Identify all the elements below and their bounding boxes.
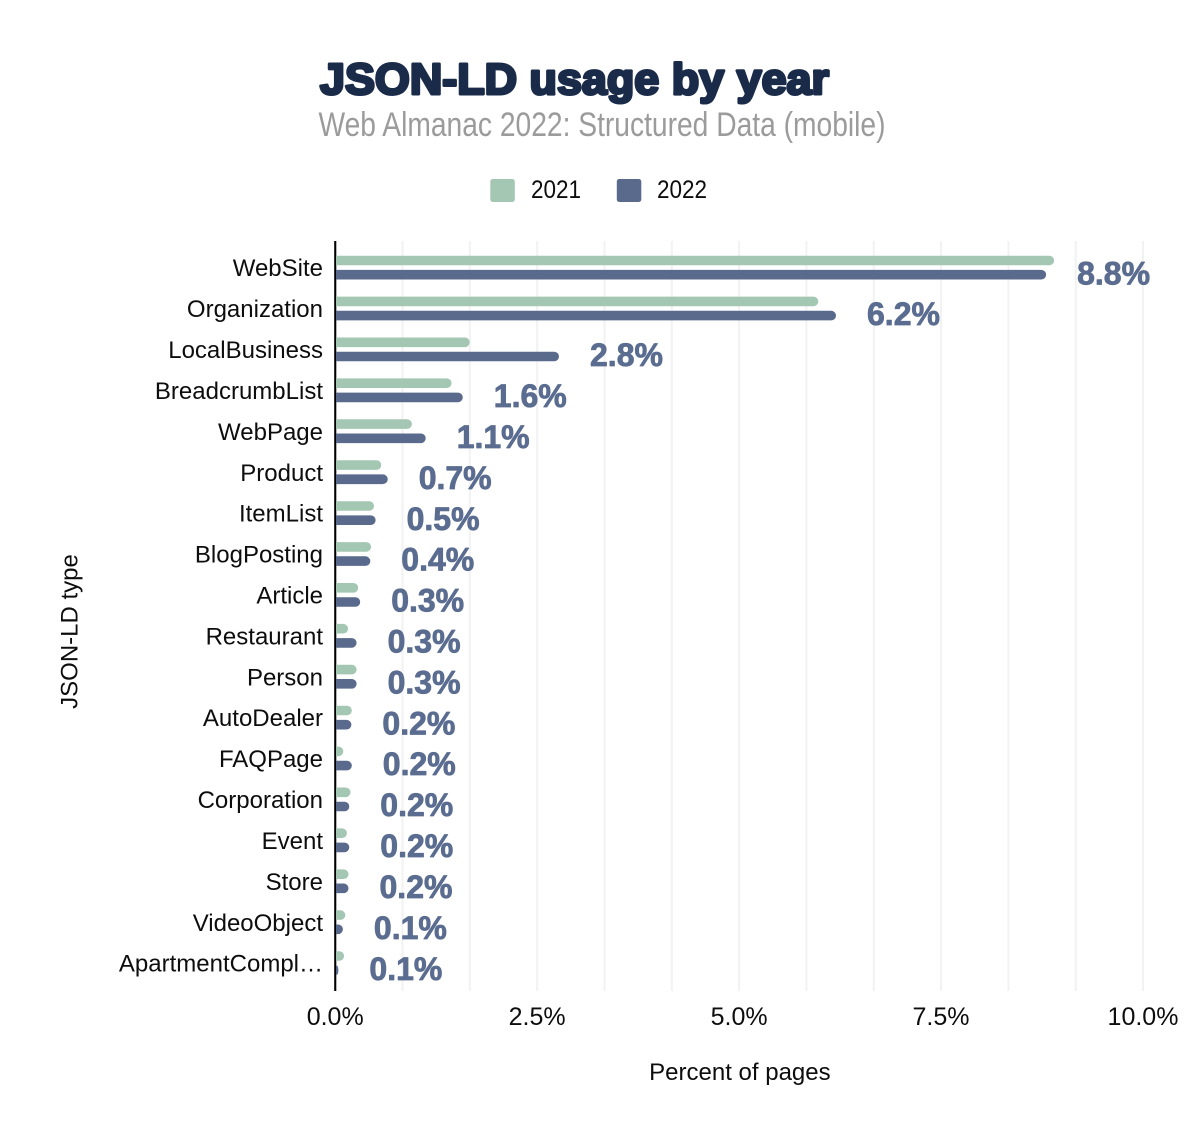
svg-text:1.6%: 1.6%: [494, 378, 567, 414]
svg-text:Corporation: Corporation: [198, 787, 323, 814]
svg-text:6.2%: 6.2%: [867, 296, 940, 332]
svg-text:0.2%: 0.2%: [380, 787, 453, 823]
svg-text:0.7%: 0.7%: [419, 460, 492, 496]
svg-text:Restaurant: Restaurant: [206, 623, 324, 650]
svg-text:JSON-LD usage by year: JSON-LD usage by year: [320, 55, 829, 104]
svg-text:Person: Person: [247, 664, 323, 691]
svg-text:WebPage: WebPage: [218, 419, 323, 446]
svg-text:Article: Article: [256, 583, 323, 610]
svg-text:ApartmentCompl…: ApartmentCompl…: [119, 951, 323, 978]
svg-text:2.5%: 2.5%: [509, 1003, 566, 1031]
svg-text:2022: 2022: [657, 176, 707, 204]
svg-text:2021: 2021: [531, 176, 581, 204]
svg-text:Product: Product: [240, 460, 323, 487]
svg-text:JSON-LD type: JSON-LD type: [57, 554, 84, 709]
svg-text:Event: Event: [262, 828, 324, 855]
svg-text:Web Almanac 2022: Structured D: Web Almanac 2022: Structured Data (mobil…: [319, 106, 886, 144]
svg-text:0.2%: 0.2%: [382, 705, 455, 741]
svg-text:0.3%: 0.3%: [388, 664, 461, 700]
svg-text:5.0%: 5.0%: [711, 1003, 768, 1031]
svg-text:8.8%: 8.8%: [1077, 255, 1150, 291]
svg-text:1.1%: 1.1%: [457, 419, 530, 455]
svg-text:0.2%: 0.2%: [380, 869, 453, 905]
svg-text:0.5%: 0.5%: [407, 501, 480, 537]
svg-text:BreadcrumbList: BreadcrumbList: [155, 378, 323, 405]
svg-text:0.4%: 0.4%: [401, 542, 474, 578]
svg-text:7.5%: 7.5%: [913, 1003, 970, 1031]
svg-text:0.1%: 0.1%: [374, 910, 447, 946]
svg-text:VideoObject: VideoObject: [193, 910, 324, 937]
svg-text:0.2%: 0.2%: [383, 746, 456, 782]
svg-text:Organization: Organization: [187, 296, 323, 323]
svg-text:BlogPosting: BlogPosting: [195, 542, 323, 569]
svg-text:0.2%: 0.2%: [380, 828, 453, 864]
svg-text:LocalBusiness: LocalBusiness: [168, 337, 323, 364]
svg-text:AutoDealer: AutoDealer: [203, 705, 323, 732]
svg-text:2.8%: 2.8%: [590, 337, 663, 373]
svg-text:WebSite: WebSite: [233, 255, 323, 282]
svg-text:0.1%: 0.1%: [369, 951, 442, 987]
svg-text:ItemList: ItemList: [239, 501, 323, 528]
svg-text:0.3%: 0.3%: [391, 583, 464, 619]
svg-text:Store: Store: [266, 869, 323, 896]
svg-text:Percent of pages: Percent of pages: [649, 1059, 830, 1086]
svg-text:0.3%: 0.3%: [388, 624, 461, 660]
svg-text:FAQPage: FAQPage: [219, 746, 323, 773]
svg-text:0.0%: 0.0%: [307, 1003, 364, 1031]
svg-text:10.0%: 10.0%: [1108, 1003, 1179, 1031]
